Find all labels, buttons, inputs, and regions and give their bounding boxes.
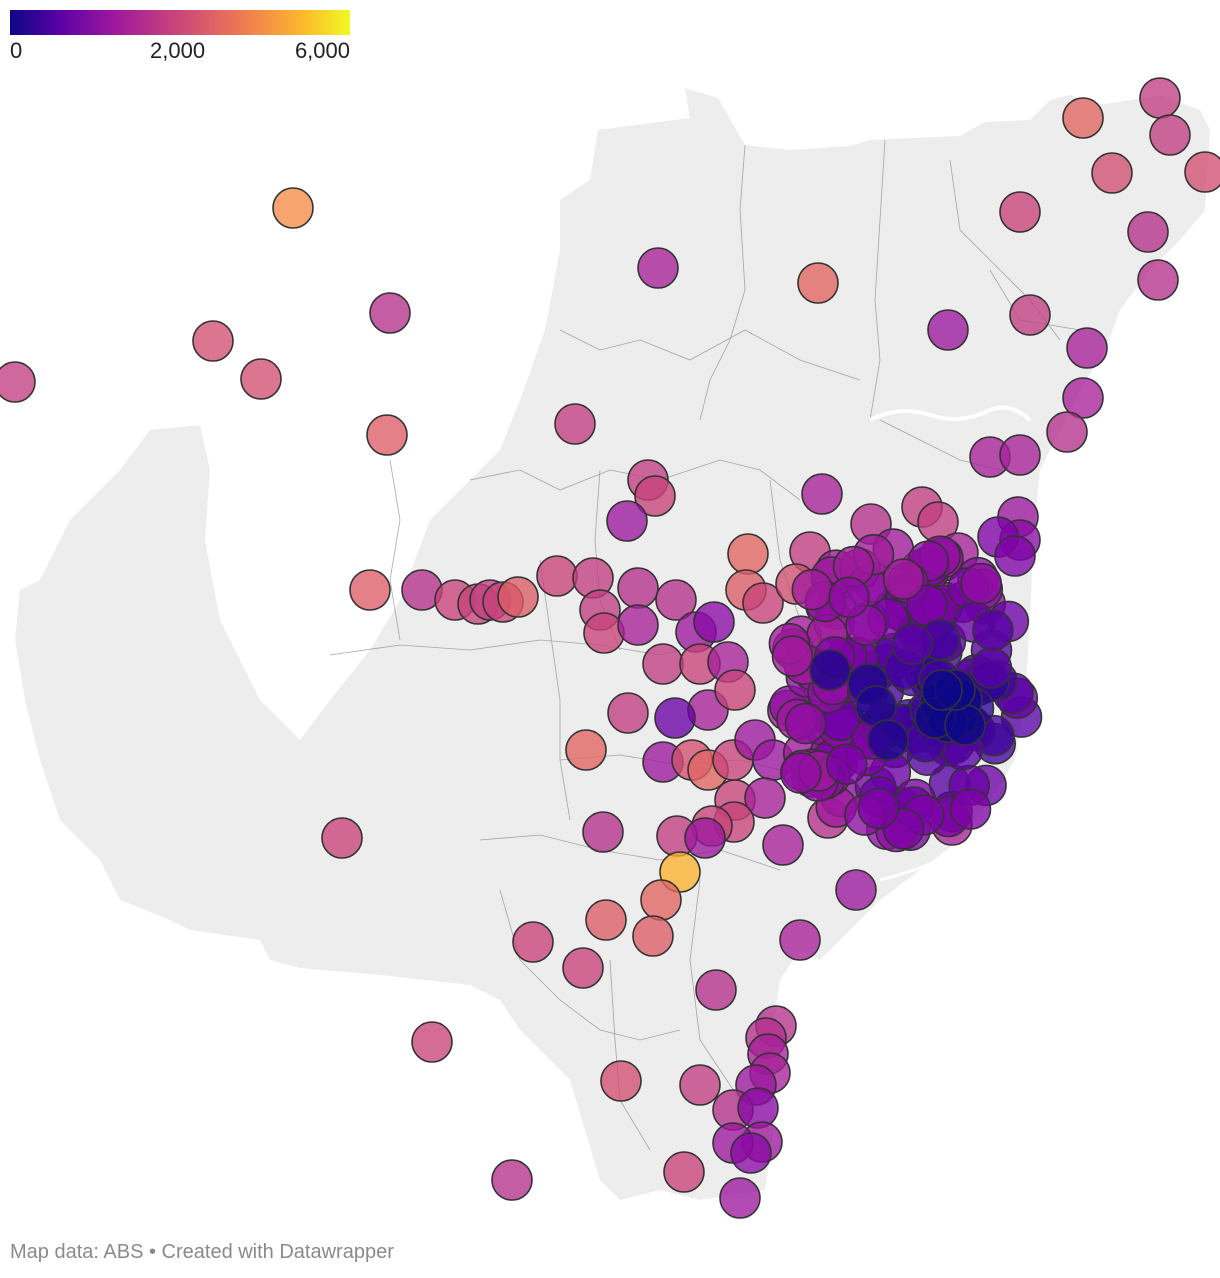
location-marker: [970, 647, 1013, 689]
location-marker: [684, 817, 726, 859]
location-marker: [1127, 211, 1169, 253]
location-marker: [784, 702, 827, 745]
location-marker: [349, 569, 391, 611]
location-marker: [655, 579, 697, 621]
location-marker: [891, 623, 934, 666]
location-marker: [828, 576, 870, 619]
location-marker: [192, 320, 234, 362]
location-marker: [1184, 151, 1220, 193]
location-marker: [999, 191, 1041, 233]
legend-tick-2000: 2,000: [150, 38, 206, 63]
location-marker: [771, 635, 814, 677]
location-marker: [617, 604, 659, 646]
location-marker: [606, 500, 648, 542]
location-marker: [1009, 294, 1051, 336]
location-marker: [1137, 259, 1179, 301]
location-marker: [679, 1064, 721, 1106]
location-marker: [369, 292, 411, 334]
location-marker: [0, 361, 36, 403]
location-marker: [582, 811, 624, 853]
border-line: [689, 879, 741, 1101]
location-marker: [583, 612, 625, 654]
location-marker: [882, 558, 925, 600]
border-line: [389, 459, 401, 641]
location-marker: [921, 669, 963, 711]
location-marker: [642, 643, 684, 685]
location-marker: [730, 1132, 772, 1174]
location-marker: [240, 358, 282, 400]
legend-tick-0: 0: [10, 38, 23, 63]
location-marker: [927, 309, 969, 351]
location-marker: [714, 669, 756, 711]
location-marker: [762, 824, 804, 866]
location-marker: [321, 817, 363, 859]
location-marker: [654, 697, 696, 739]
location-marker: [809, 649, 851, 691]
border-line: [699, 144, 746, 421]
location-marker: [634, 475, 676, 517]
location-marker: [999, 434, 1041, 476]
location-marker: [554, 403, 596, 445]
location-marker: [972, 609, 1014, 652]
location-marker: [411, 1021, 453, 1063]
location-marker: [960, 562, 1003, 605]
legend-tick-6000: 6,000: [294, 38, 350, 63]
location-marker: [801, 473, 843, 515]
location-marker: [272, 187, 314, 229]
location-marker: [1149, 114, 1191, 156]
location-marker: [867, 719, 909, 761]
map-credit: Map data: ABS • Created with Datawrapper: [10, 1241, 394, 1263]
location-marker: [1062, 377, 1104, 419]
location-marker: [779, 752, 822, 794]
location-marker: [744, 777, 786, 819]
location-marker: [585, 899, 627, 941]
location-marker: [640, 879, 682, 921]
location-marker: [857, 787, 900, 830]
location-marker: [797, 262, 839, 304]
location-marker: [719, 1177, 761, 1219]
location-marker: [512, 921, 554, 963]
border-line: [479, 834, 781, 871]
location-marker: [565, 729, 607, 771]
location-marker: [791, 568, 834, 611]
location-marker: [994, 535, 1036, 577]
border-line: [869, 139, 886, 421]
color-legend: 0 2,000 6,000: [10, 10, 350, 68]
location-marker: [1046, 411, 1088, 453]
location-marker: [600, 1060, 642, 1102]
border-line: [539, 559, 571, 821]
location-marker: [632, 915, 674, 957]
location-marker: [1066, 327, 1108, 369]
location-marker: [695, 969, 737, 1011]
location-marker: [607, 692, 649, 734]
location-markers: [0, 77, 1220, 1219]
location-marker: [562, 947, 604, 989]
legend-gradient-bar: [10, 10, 350, 35]
location-marker: [536, 555, 578, 597]
location-marker: [835, 869, 877, 911]
location-marker: [779, 919, 821, 961]
location-marker: [1139, 77, 1181, 119]
location-marker: [491, 1159, 533, 1201]
location-marker: [497, 576, 539, 618]
location-marker: [1062, 97, 1104, 139]
map-canvas: [0, 77, 1220, 1219]
legend-tick-labels: 0 2,000 6,000: [10, 38, 350, 68]
harbour-waterway: [869, 405, 1032, 422]
location-marker: [727, 533, 769, 575]
location-marker: [825, 743, 868, 786]
border-line: [559, 329, 861, 381]
location-marker: [742, 582, 784, 624]
location-marker: [949, 788, 992, 830]
location-marker: [617, 567, 659, 609]
location-marker: [366, 414, 408, 456]
location-marker: [944, 704, 986, 746]
location-marker: [663, 1151, 705, 1193]
location-marker: [693, 601, 735, 643]
location-marker: [637, 247, 679, 289]
location-marker: [1091, 152, 1133, 194]
bay-waterway: [879, 853, 951, 882]
